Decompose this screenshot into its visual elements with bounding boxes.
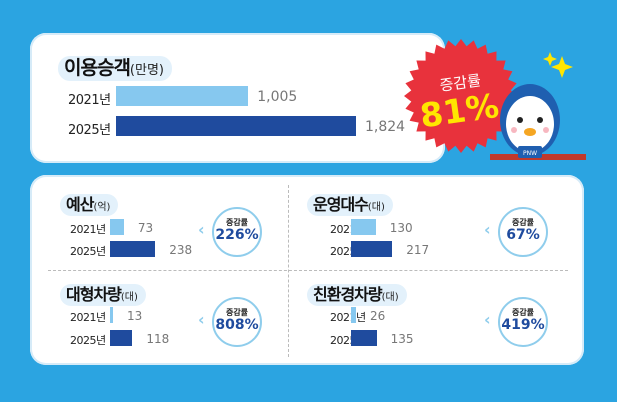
year-label: 2021년 <box>70 222 106 236</box>
chevron-left-icon: ‹ <box>484 220 491 239</box>
change-rate-label: 증감률 <box>511 308 535 317</box>
value-label: 118 <box>146 331 170 346</box>
change-rate-circle: 증감률 808% <box>212 297 262 347</box>
value-label: 238 <box>169 242 193 257</box>
chart-title: 운영대수(대) <box>307 194 393 216</box>
year-label: 2025년 <box>68 122 111 138</box>
bar-2025 <box>351 241 393 257</box>
bar-2025 <box>351 330 377 346</box>
change-rate-value: 808% <box>215 317 259 333</box>
change-rate-circle: 증감률 419% <box>498 297 548 347</box>
bar-2021 <box>110 219 124 235</box>
change-rate-label: 증감률 <box>225 308 249 317</box>
value-label: 217 <box>406 242 430 257</box>
bar-2021 <box>351 219 376 235</box>
change-rate-value: 67% <box>506 227 540 243</box>
change-rate-circle: 증감률 67% <box>498 207 548 257</box>
chevron-left-icon: ‹ <box>198 220 205 239</box>
chart-unit: (대) <box>381 292 399 303</box>
badge-label: 증감률 <box>439 71 483 95</box>
change-badge: 증감률 81% <box>404 39 518 153</box>
bar-2025 <box>110 241 156 257</box>
value-label: 1,824 <box>365 118 406 135</box>
bar-2021 <box>116 86 249 106</box>
chart-title-text: 예산 <box>66 195 94 214</box>
chart-title-text: 대형차량 <box>66 285 122 304</box>
chart-title-text: 이용승객 <box>64 57 131 79</box>
bar-2021 <box>351 307 356 323</box>
year-label: 2021년 <box>330 310 366 324</box>
bar-2025 <box>110 330 133 346</box>
chart-title: 친환경차량(대) <box>307 284 407 306</box>
chart-unit: (억) <box>93 202 111 213</box>
year-label: 2025년 <box>70 244 106 258</box>
chart-title: 예산(억) <box>60 194 119 216</box>
year-label: 2021년 <box>70 310 106 324</box>
year-label: 2021년 <box>68 92 111 108</box>
sparkle-icon <box>551 56 573 78</box>
change-rate-label: 증감률 <box>225 218 249 227</box>
value-label: 130 <box>389 220 413 235</box>
chart-unit: (대) <box>120 292 138 303</box>
divider-vertical <box>288 185 289 357</box>
chevron-left-icon: ‹ <box>198 310 205 329</box>
chart-title: 이용승객(만명) <box>58 56 172 81</box>
value-label: 135 <box>390 331 414 346</box>
bar-2021 <box>110 307 113 323</box>
year-label: 2025년 <box>70 333 106 347</box>
chevron-left-icon: ‹ <box>484 310 491 329</box>
divider-horizontal <box>48 270 568 271</box>
value-label: 26 <box>369 308 386 323</box>
value-label: 73 <box>137 220 154 235</box>
chart-title: 대형차량(대) <box>60 284 146 306</box>
value-label: 13 <box>127 308 143 323</box>
mascot-illustration: PNW <box>490 52 586 160</box>
bar-2025 <box>116 116 356 136</box>
change-rate-value: 226% <box>215 227 259 243</box>
chart-unit: (대) <box>367 202 385 213</box>
chart-unit: (만명) <box>129 63 164 78</box>
chart-title-text: 운영대수 <box>313 195 369 214</box>
badge-starburst <box>404 39 518 153</box>
change-rate-label: 증감률 <box>511 218 535 227</box>
change-rate-value: 419% <box>501 317 545 333</box>
mascot-badge-text: PNW <box>523 150 537 157</box>
change-rate-circle: 증감률 226% <box>212 207 262 257</box>
sparkle-icon <box>543 52 557 66</box>
value-label: 1,005 <box>257 88 298 105</box>
chart-title-text: 친환경차량 <box>313 285 383 304</box>
